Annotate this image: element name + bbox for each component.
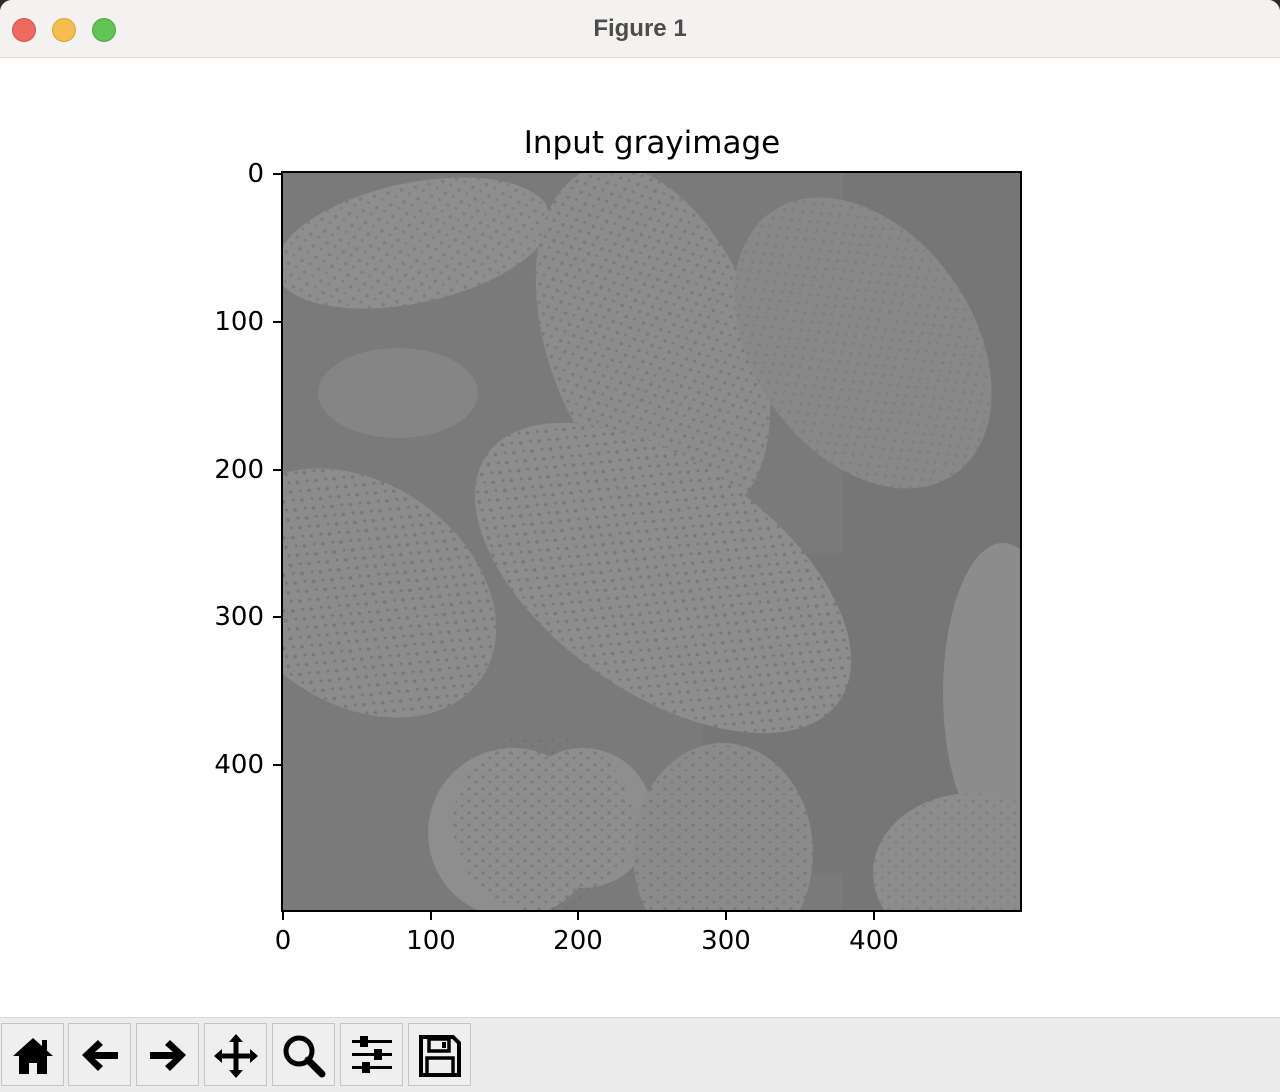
zoom-icon [283, 1035, 326, 1078]
y-tick-label: 300 [214, 602, 264, 632]
y-tick-mark [273, 469, 281, 471]
back-arrow-icon [82, 1040, 118, 1071]
x-tick-label: 400 [849, 926, 899, 956]
y-tick-mark [273, 321, 281, 323]
x-tick-label: 0 [274, 926, 292, 956]
window-title: Figure 1 [593, 15, 687, 42]
forward-button[interactable] [136, 1023, 199, 1086]
configure-subplots-icon [352, 1036, 392, 1073]
x-tick-mark [282, 912, 284, 920]
pan-icon [214, 1034, 258, 1078]
home-button[interactable] [1, 1023, 64, 1086]
back-button[interactable] [68, 1023, 131, 1086]
y-tick-label: 100 [214, 307, 264, 337]
x-tick-label: 200 [553, 926, 603, 956]
save-icon [419, 1035, 461, 1077]
x-tick-label: 300 [701, 926, 751, 956]
x-tick-mark [725, 912, 727, 920]
pan-button[interactable] [204, 1023, 267, 1086]
minimize-window-button[interactable] [52, 18, 76, 42]
x-tick-mark [577, 912, 579, 920]
x-tick-mark [430, 912, 432, 920]
image-axes[interactable] [281, 171, 1022, 912]
y-tick-label: 0 [247, 159, 264, 189]
y-tick-mark [273, 616, 281, 618]
navigation-toolbar [0, 1017, 1280, 1092]
title-bar[interactable]: Figure 1 [0, 0, 1280, 58]
maximize-window-button[interactable] [92, 18, 116, 42]
zoom-button[interactable] [272, 1023, 335, 1086]
configure-subplots-button[interactable] [340, 1023, 403, 1086]
forward-arrow-icon [150, 1040, 186, 1071]
close-window-button[interactable] [12, 18, 36, 42]
home-icon [13, 1038, 53, 1074]
y-tick-label: 400 [214, 750, 264, 780]
y-tick-mark [273, 173, 281, 175]
y-tick-mark [273, 764, 281, 766]
y-tick-label: 200 [214, 455, 264, 485]
pollen-grains [283, 173, 1020, 910]
plot-title: Input grayimage [523, 125, 781, 161]
x-tick-mark [873, 912, 875, 920]
x-tick-label: 100 [406, 926, 456, 956]
save-button[interactable] [408, 1023, 471, 1086]
grayscale-image [283, 173, 1020, 910]
